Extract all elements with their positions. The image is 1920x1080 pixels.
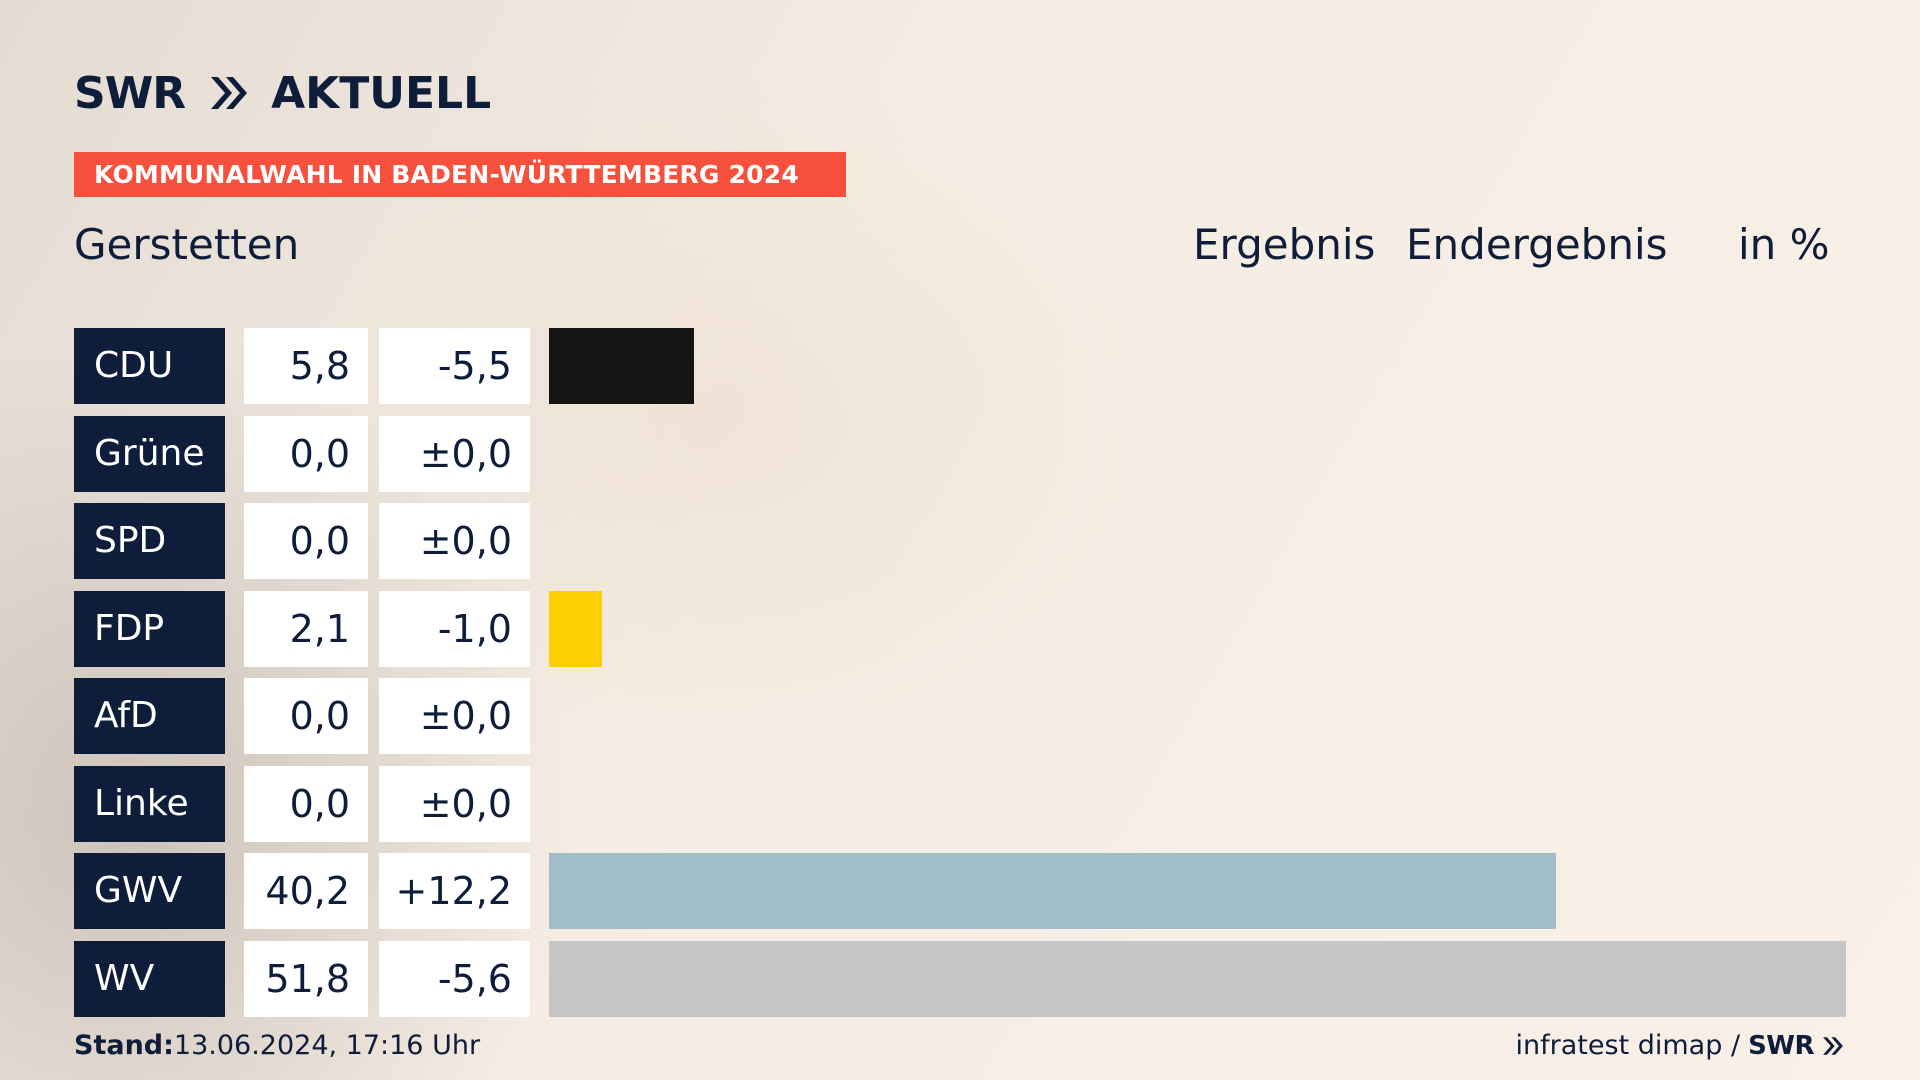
header-endergebnis: Endergebnis xyxy=(1406,220,1668,269)
result-value: 0,0 xyxy=(244,416,368,492)
result-row: WV 51,8 -5,6 xyxy=(74,941,1846,1017)
party-label: SPD xyxy=(74,503,225,579)
logo-aktuell-text: AKTUELL xyxy=(271,67,492,119)
result-value: 5,8 xyxy=(244,328,368,404)
logo-swr-text: SWR xyxy=(74,67,186,119)
result-row: GWV 40,2 +12,2 xyxy=(74,853,1846,929)
result-value: 2,1 xyxy=(244,591,368,667)
party-label: Linke xyxy=(74,766,225,842)
result-value: 51,8 xyxy=(244,941,368,1017)
party-label: GWV xyxy=(74,853,225,929)
result-row: Linke 0,0 ±0,0 xyxy=(74,766,1846,842)
party-label: WV xyxy=(74,941,225,1017)
party-label: AfD xyxy=(74,678,225,754)
change-value: ±0,0 xyxy=(379,766,530,842)
change-value: -5,6 xyxy=(379,941,530,1017)
change-value: -5,5 xyxy=(379,328,530,404)
place-title: Gerstetten xyxy=(74,220,300,269)
result-value: 0,0 xyxy=(244,766,368,842)
result-row: SPD 0,0 ±0,0 xyxy=(74,503,1846,579)
footer-stand: Stand:13.06.2024, 17:16 Uhr xyxy=(74,1030,480,1061)
election-banner: KOMMUNALWAHL IN BADEN-WÜRTTEMBERG 2024 xyxy=(74,152,846,197)
change-value: +12,2 xyxy=(379,853,530,929)
change-value: -1,0 xyxy=(379,591,530,667)
swr-aktuell-logo: SWR AKTUELL xyxy=(74,67,492,119)
source-text: infratest dimap / xyxy=(1515,1030,1741,1061)
result-bar xyxy=(549,941,1846,1017)
header-ergebnis: Ergebnis xyxy=(1193,220,1376,269)
result-value: 0,0 xyxy=(244,678,368,754)
header-unit: in % xyxy=(1738,220,1830,269)
party-label: FDP xyxy=(74,591,225,667)
double-chevron-icon xyxy=(211,77,248,109)
change-value: ±0,0 xyxy=(379,503,530,579)
footer-source: infratest dimap / SWR xyxy=(1516,1030,1844,1061)
party-label: CDU xyxy=(74,328,225,404)
stand-label: Stand: xyxy=(74,1030,174,1061)
change-value: ±0,0 xyxy=(379,678,530,754)
result-value: 0,0 xyxy=(244,503,368,579)
change-value: ±0,0 xyxy=(379,416,530,492)
result-row: Grüne 0,0 ±0,0 xyxy=(74,416,1846,492)
result-value: 40,2 xyxy=(244,853,368,929)
result-row: CDU 5,8 -5,5 xyxy=(74,328,1846,404)
result-bar xyxy=(549,591,602,667)
stand-value: 13.06.2024, 17:16 Uhr xyxy=(173,1030,481,1061)
result-row: AfD 0,0 ±0,0 xyxy=(74,678,1846,754)
result-row: FDP 2,1 -1,0 xyxy=(74,591,1846,667)
result-bar xyxy=(549,853,1556,929)
source-brand: SWR xyxy=(1748,1030,1814,1061)
result-bar xyxy=(549,328,694,404)
double-chevron-icon xyxy=(1823,1036,1843,1055)
party-label: Grüne xyxy=(74,416,225,492)
